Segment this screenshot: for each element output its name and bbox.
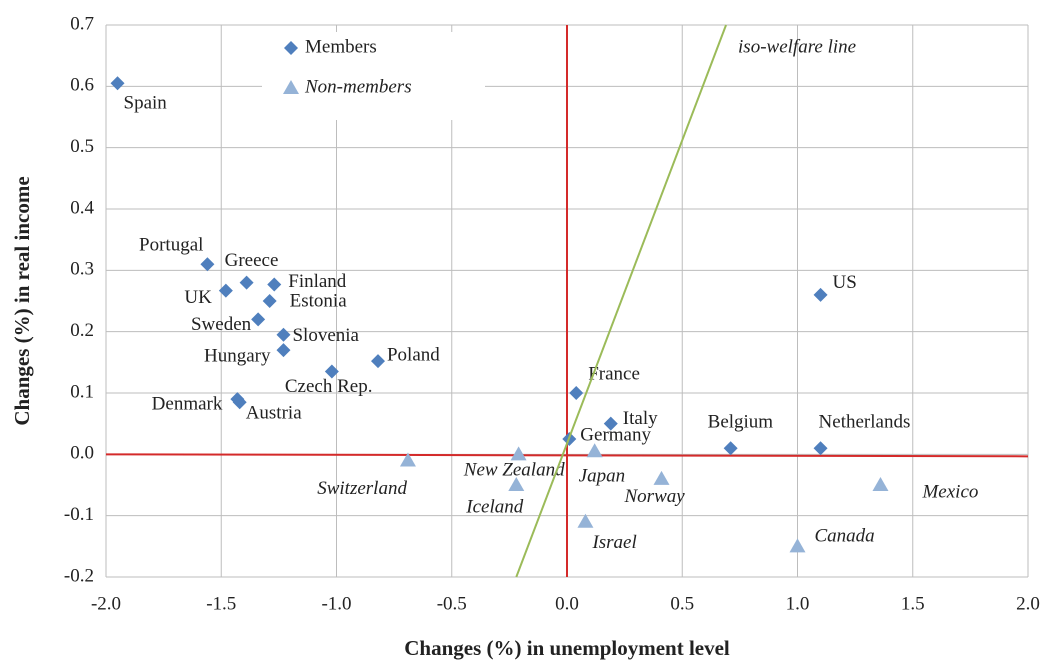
point — [251, 312, 266, 327]
point — [399, 452, 416, 467]
point-label: Netherlands — [819, 412, 911, 433]
point — [324, 364, 339, 379]
point-label: France — [588, 363, 640, 384]
x-tick-label: -1.5 — [206, 593, 236, 614]
y-tick-label: -0.2 — [64, 565, 94, 586]
point — [577, 513, 594, 528]
x-tick-label: 0.0 — [555, 593, 579, 614]
y-tick-label: 0.4 — [70, 197, 94, 218]
x-tick-label: -2.0 — [91, 593, 121, 614]
point-label: Italy — [623, 408, 658, 429]
legend-label: Non-members — [304, 76, 412, 97]
x-tick-label: 1.5 — [901, 593, 925, 614]
point-label: Slovenia — [292, 325, 359, 346]
y-tick-label: 0.1 — [70, 381, 94, 402]
point-label: Hungary — [204, 345, 271, 366]
point — [267, 277, 282, 292]
point-label: Japan — [579, 466, 625, 487]
y-tick-label: -0.1 — [64, 504, 94, 525]
legend-box — [262, 32, 485, 120]
point-label: Finland — [288, 271, 347, 292]
y-tick-label: 0.0 — [70, 443, 94, 464]
x-tick-label: 2.0 — [1016, 593, 1040, 614]
point-label: Belgium — [708, 412, 774, 433]
point — [586, 443, 603, 458]
point-label: Czech Rep. — [285, 376, 373, 397]
point-label: US — [833, 272, 857, 293]
point — [239, 275, 254, 290]
point-label: Iceland — [465, 496, 523, 517]
legend-marker — [284, 41, 298, 55]
point-label: Estonia — [290, 290, 348, 311]
y-tick-label: 0.6 — [70, 75, 94, 96]
point — [813, 287, 828, 302]
iso-line — [515, 24, 727, 578]
point — [603, 416, 618, 431]
y-tick-label: 0.7 — [70, 13, 94, 34]
point — [569, 386, 584, 400]
point-label: Denmark — [152, 393, 223, 414]
x-axis-title: Changes (%) in unemployment level — [404, 636, 730, 660]
point-label: Norway — [624, 486, 686, 507]
y-tick-label: 0.3 — [70, 259, 94, 280]
legend-label: Members — [305, 36, 377, 57]
point-label: Germany — [580, 424, 651, 445]
point — [262, 294, 277, 308]
point — [872, 477, 889, 491]
point — [276, 327, 291, 342]
point — [110, 76, 125, 91]
point-label: Poland — [387, 344, 440, 365]
point — [813, 441, 828, 456]
point — [276, 343, 291, 358]
point — [508, 477, 525, 491]
point-label: Greece — [225, 250, 279, 271]
point-label: Portugal — [139, 235, 203, 256]
point — [232, 395, 247, 410]
point — [723, 441, 738, 456]
point — [510, 446, 527, 461]
point — [789, 538, 806, 553]
point — [218, 283, 233, 298]
y-axis-title: Changes (%) in real income — [10, 176, 34, 425]
y-tick-label: 0.5 — [70, 136, 94, 157]
point-label: Sweden — [191, 314, 252, 335]
legend-marker — [283, 80, 299, 94]
point-label: Israel — [591, 532, 636, 553]
point-label: UK — [184, 287, 212, 308]
point — [370, 354, 385, 369]
x-tick-label: -1.0 — [321, 593, 351, 614]
point-label: Mexico — [921, 481, 978, 502]
point-label: Austria — [246, 403, 303, 424]
point — [653, 470, 670, 485]
point — [200, 257, 215, 272]
x-tick-label: -0.5 — [437, 593, 467, 614]
x-tick-label: 0.5 — [670, 593, 694, 614]
x-tick-label: 1.0 — [786, 593, 810, 614]
point-label: Spain — [124, 93, 168, 114]
line-label: iso-welfare line — [738, 36, 856, 57]
point-label: Canada — [815, 526, 875, 547]
point-label: New Zealand — [463, 460, 565, 481]
y-tick-label: 0.2 — [70, 320, 94, 341]
point-label: Switzerland — [317, 478, 407, 499]
